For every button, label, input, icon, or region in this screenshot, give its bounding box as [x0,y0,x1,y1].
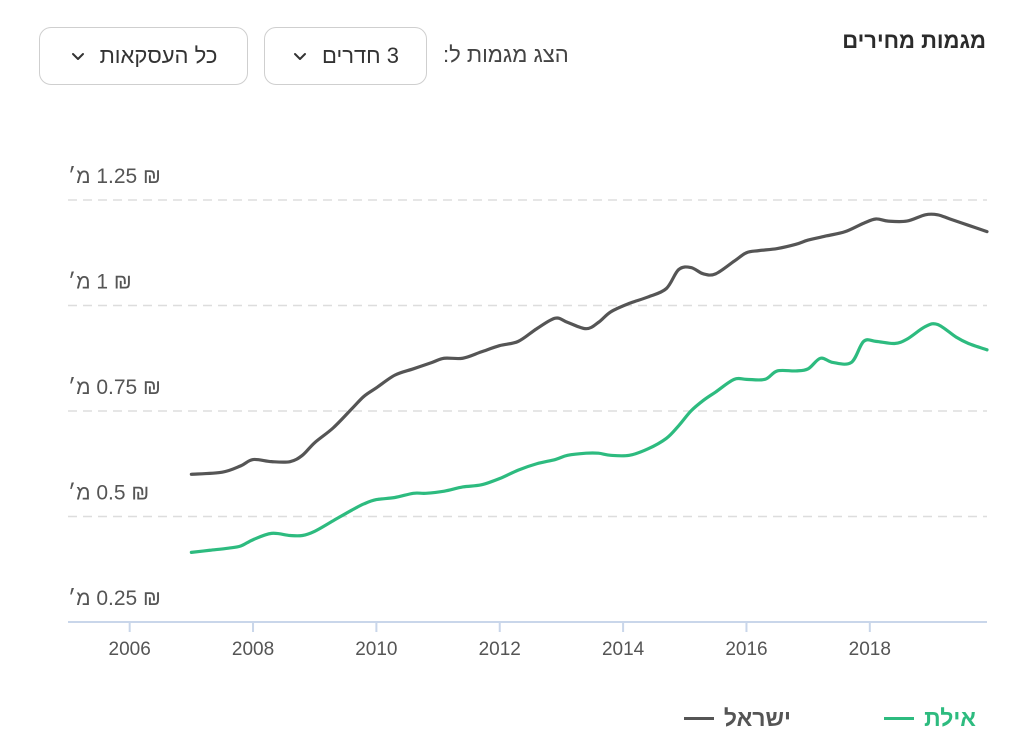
rooms-dropdown-value: 3 חדרים [322,43,399,68]
legend-item-eilat[interactable]: אילת [884,705,976,732]
legend-label-israel: ישראל [723,705,791,731]
legend-label-eilat: אילת [924,705,976,731]
series-line-eilat [189,322,989,554]
y-tick-label: ₪ 0.75 מ׳ [68,376,161,399]
deals-dropdown-value: כל העסקאות [99,43,218,68]
x-tick-label: 2016 [725,639,767,660]
legend-swatch-eilat [884,717,915,720]
x-tick-label: 2006 [109,639,151,660]
series-line-israel [189,212,989,476]
price-trends-chart: ₪ 1.25 מ׳ ₪ 1 מ׳ ₪ 0.75 מ׳ ₪ 0.5 מ׳ ₪ 0.25 מ… [68,165,989,660]
chevron-down-icon [71,53,84,60]
legend-item-israel[interactable]: ישראל [683,705,791,732]
page-title: מגמות מחירים [842,28,986,53]
y-tick-label: ₪ 0.5 מ׳ [68,482,149,505]
y-tick-label: ₪ 1 מ׳ [68,271,132,294]
x-tick-label: 2008 [232,639,274,660]
chevron-down-icon [294,53,306,60]
show-trends-label: הצג מגמות ל: [443,42,569,67]
x-tick-label: 2014 [602,639,645,660]
deals-dropdown[interactable]: כל העסקאות [39,27,248,85]
legend-swatch-israel [683,717,714,720]
rooms-dropdown[interactable]: 3 חדרים [264,27,427,85]
x-tick-label: 2018 [849,639,891,660]
x-tick-label: 2012 [479,639,521,660]
y-tick-label: ₪ 1.25 מ׳ [68,165,161,188]
x-tick-label: 2010 [355,639,397,660]
y-tick-label: ₪ 0.25 מ׳ [68,587,161,610]
